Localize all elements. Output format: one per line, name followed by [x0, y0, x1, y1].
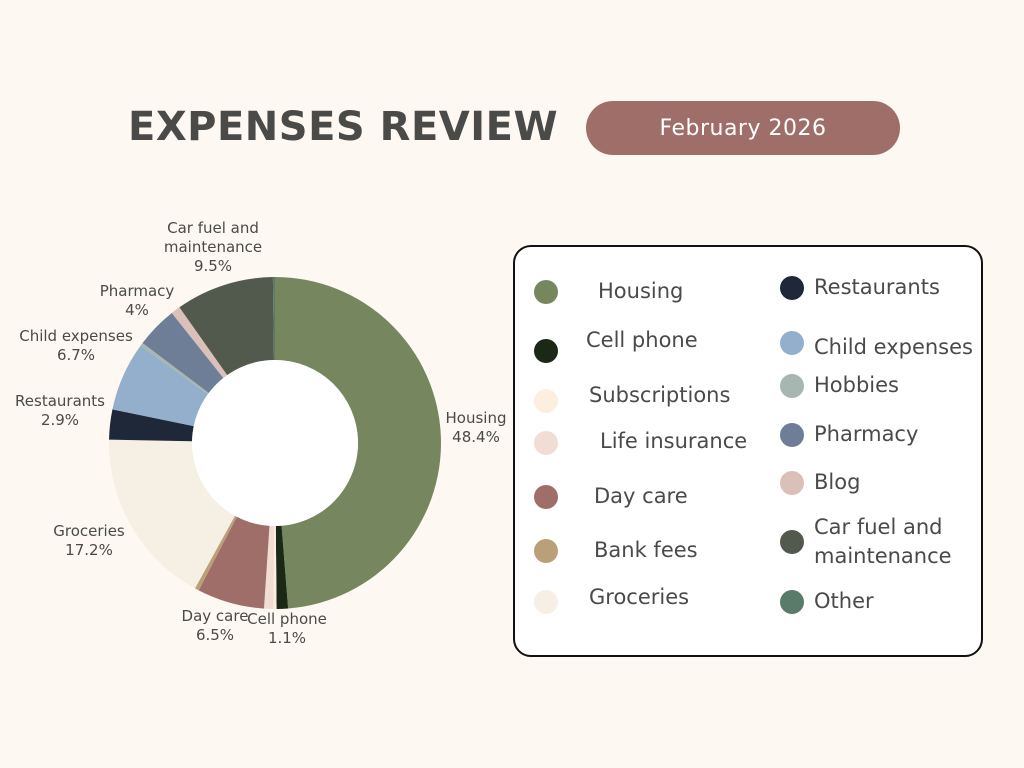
slice-car-fuel-and-maintenance: [179, 277, 274, 376]
legend-label: Housing: [598, 279, 684, 303]
legend-label: Bank fees: [594, 538, 698, 562]
legend-label: Other: [814, 589, 874, 613]
legend-label: Groceries: [589, 584, 690, 609]
legend-item-other: Other: [780, 587, 874, 616]
slice-name: maintenance: [164, 238, 262, 256]
legend-item-car-fuel: Car fuel and maintenance: [780, 513, 952, 571]
legend-swatch: [534, 538, 558, 563]
slice-name: Day care: [182, 607, 249, 625]
slice-life-insurance: [263, 525, 275, 609]
slice-percent: 48.4%: [452, 428, 500, 446]
slice-subscriptions: [273, 525, 277, 610]
legend-swatch: [534, 279, 558, 304]
slice-label: Cell phone 1.1%: [247, 610, 327, 647]
slice-day-care: [198, 516, 270, 609]
slice-bank-fees: [194, 515, 237, 591]
slice-percent: 6.7%: [57, 346, 95, 364]
slice-name: Housing: [446, 409, 507, 427]
slice-name: Groceries: [53, 522, 125, 540]
legend-item-blog: Blog: [780, 468, 860, 497]
slice-other: [272, 277, 275, 361]
legend: Housing Cell phone Subscriptions Life in…: [513, 245, 983, 657]
slice-name: Restaurants: [15, 392, 105, 410]
legend-label: Hobbies: [814, 373, 899, 397]
slice-hobbies: [140, 342, 209, 395]
slice-percent: 2.9%: [41, 411, 79, 429]
legend-swatch: [780, 330, 804, 355]
slice-name: Pharmacy: [100, 282, 175, 300]
legend-label: Subscriptions: [589, 382, 731, 407]
slice-label: Groceries 17.2%: [53, 522, 125, 559]
slice-groceries: [108, 439, 235, 589]
slice-percent: 6.5%: [196, 626, 234, 644]
legend-item-hobbies: Hobbies: [780, 371, 899, 400]
period-badge: February 2026: [586, 101, 900, 155]
slice-label: Child expenses 6.7%: [19, 327, 133, 364]
legend-item-life-insurance: Life insurance: [534, 427, 747, 456]
slice-percent: 4%: [125, 301, 149, 319]
donut-hole: [192, 360, 358, 526]
slice-name: Child expenses: [19, 327, 133, 345]
legend-swatch: [780, 275, 804, 300]
legend-swatch: [780, 373, 804, 398]
slice-percent: 9.5%: [194, 257, 232, 275]
slice-label: Pharmacy 4%: [100, 282, 175, 319]
legend-swatch: [780, 589, 804, 614]
slice-name: Car fuel and: [167, 219, 259, 237]
legend-item-housing: Housing: [534, 277, 683, 306]
legend-item-subscriptions: Subscriptions: [534, 377, 730, 413]
slice-pharmacy: [142, 312, 224, 393]
legend-item-day-care: Day care: [534, 482, 688, 511]
slice-percent: 17.2%: [65, 541, 113, 559]
slice-label: Car fuel and maintenance 9.5%: [164, 219, 262, 275]
slice-name: Cell phone: [247, 610, 327, 628]
legend-item-groceries: Groceries: [534, 584, 690, 614]
legend-swatch: [534, 389, 558, 413]
legend-swatch: [780, 470, 804, 495]
legend-item-cell-phone: Cell phone: [534, 327, 698, 363]
legend-label: Car fuel and maintenance: [814, 515, 952, 568]
slice-child-expenses: [112, 345, 208, 427]
slice-label: Day care 6.5%: [182, 607, 249, 644]
legend-item-bank-fees: Bank fees: [534, 536, 698, 565]
legend-item-child-expenses: Child expenses: [780, 327, 973, 362]
slice-percent: 1.1%: [268, 629, 306, 647]
slice-blog: [171, 307, 228, 378]
slice-restaurants: [109, 409, 194, 442]
legend-label: Restaurants: [814, 275, 940, 299]
legend-swatch: [534, 339, 558, 363]
legend-swatch: [780, 530, 804, 554]
legend-item-pharmacy: Pharmacy: [780, 420, 918, 449]
slice-label: Restaurants 2.9%: [15, 392, 105, 429]
legend-item-restaurants: Restaurants: [780, 273, 940, 302]
slice-label: Housing 48.4%: [446, 409, 507, 446]
legend-label: Blog: [814, 470, 861, 494]
slice-cell-phone: [275, 525, 289, 609]
page-title: EXPENSES REVIEW: [128, 104, 559, 150]
legend-label: Life insurance: [600, 429, 748, 453]
legend-label: Cell phone: [586, 327, 698, 352]
slice-housing: [275, 277, 441, 609]
legend-swatch: [534, 484, 558, 509]
legend-label: Day care: [594, 484, 688, 508]
legend-swatch: [534, 430, 558, 455]
legend-swatch: [534, 590, 558, 614]
legend-label: Child expenses: [814, 335, 973, 359]
legend-label: Pharmacy: [814, 422, 919, 446]
legend-swatch: [780, 422, 804, 447]
